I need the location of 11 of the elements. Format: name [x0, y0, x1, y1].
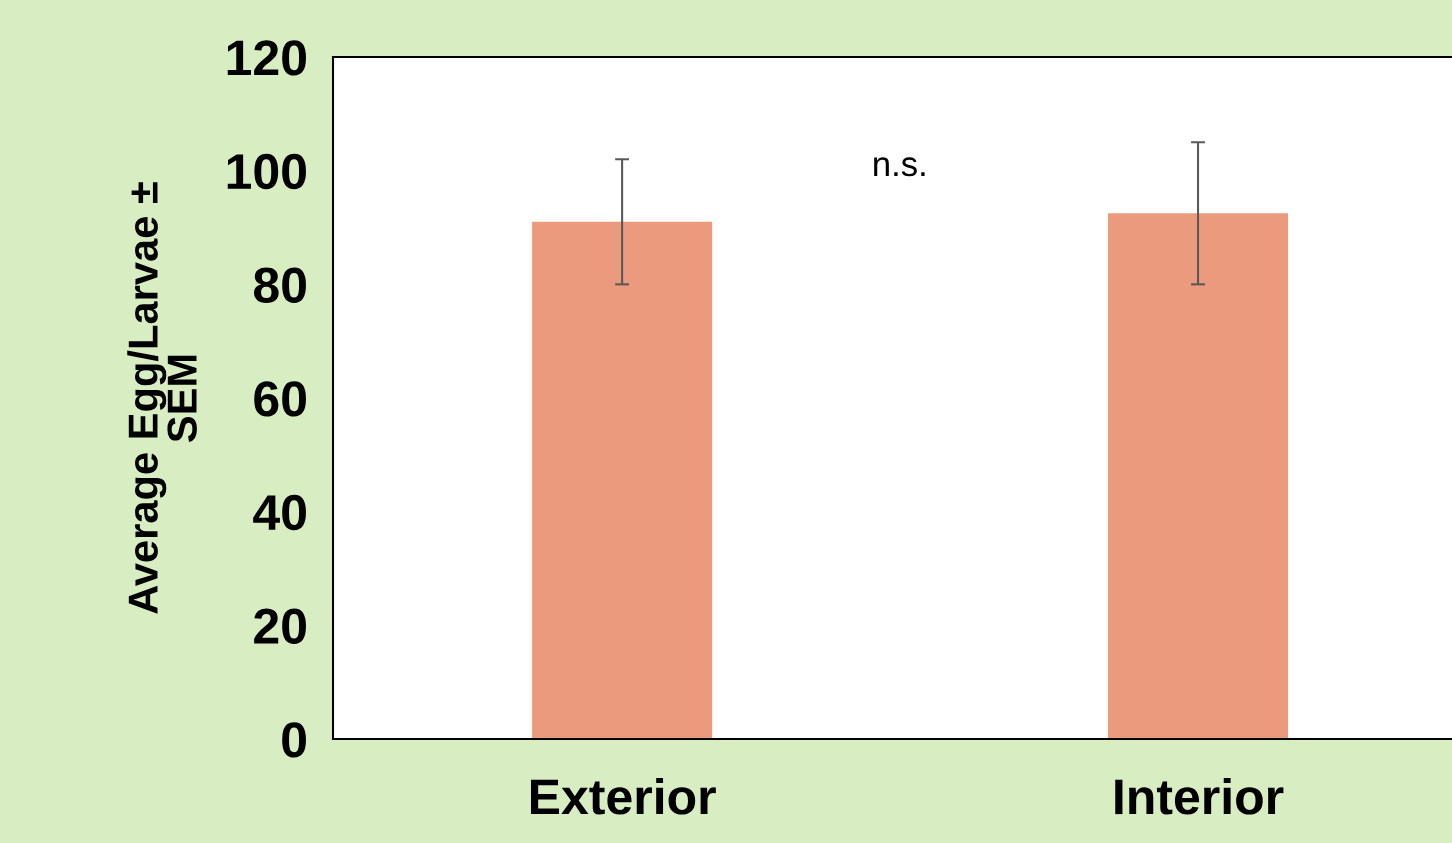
y-axis-title: Average Egg/Larvae ± SEM — [127, 182, 197, 614]
y-tick-label: 120 — [227, 40, 306, 76]
y-tick-label: 40 — [253, 494, 306, 531]
y-tick-label: 0 — [282, 722, 306, 758]
x-tick-label: Exterior — [530, 777, 716, 815]
y-tick-label: 80 — [253, 267, 306, 303]
x-tick-label: Interior — [1115, 777, 1284, 815]
y-tick-label: 60 — [254, 381, 306, 417]
annotation: n.s. — [874, 157, 925, 177]
y-tick-label: 20 — [254, 608, 306, 644]
y-tick-label: 100 — [227, 153, 306, 190]
